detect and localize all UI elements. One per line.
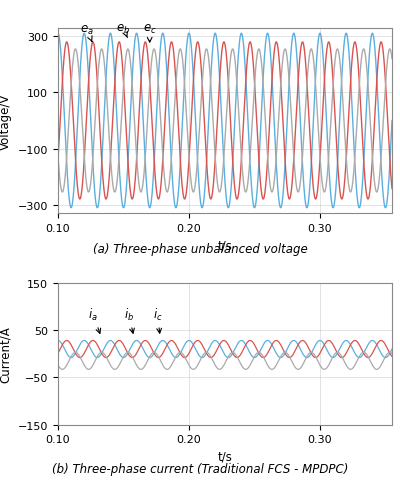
Text: $i_b$: $i_b$ (124, 307, 134, 334)
Text: $e_c$: $e_c$ (143, 23, 156, 43)
Text: $i_c$: $i_c$ (153, 307, 162, 334)
X-axis label: t/s: t/s (218, 239, 232, 252)
Text: $e_a$: $e_a$ (80, 24, 94, 43)
Text: $i_a$: $i_a$ (88, 307, 101, 334)
X-axis label: t/s: t/s (218, 450, 232, 463)
Text: (b) Three-phase current (Traditional FCS - MPDPC): (b) Three-phase current (Traditional FCS… (52, 462, 348, 475)
Text: (a) Three-phase unbalanced voltage: (a) Three-phase unbalanced voltage (93, 242, 307, 255)
Text: $e_b$: $e_b$ (116, 23, 130, 38)
Y-axis label: Voltage/V: Voltage/V (0, 93, 12, 149)
Y-axis label: Current/A: Current/A (0, 326, 12, 382)
